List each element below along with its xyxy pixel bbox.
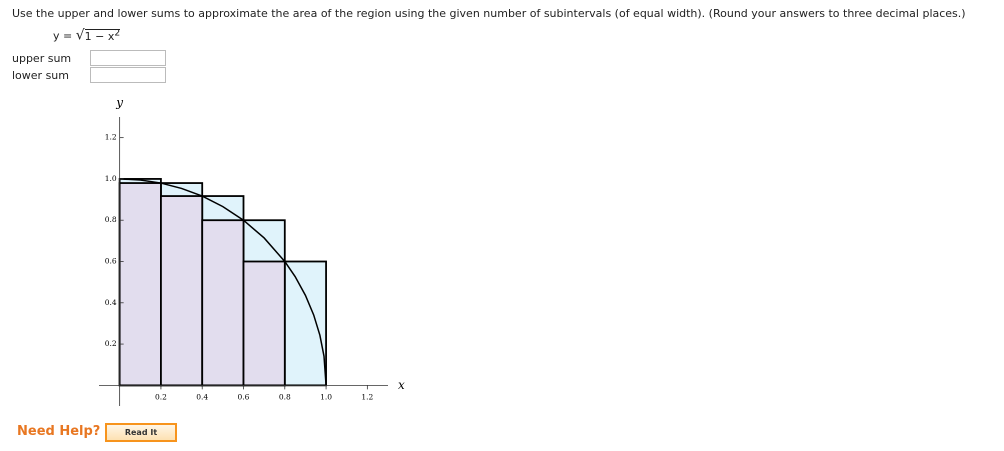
upper-label: upper sum — [12, 52, 72, 65]
equation-lhs: y = — [53, 29, 73, 43]
sum-rectangle — [201, 219, 245, 387]
instructions: Use the upper and lower sums to approxim… — [12, 7, 966, 20]
help-label: Need Help? — [17, 424, 101, 439]
sum-rectangle — [118, 182, 162, 387]
y-tick-label: 1.2 — [105, 133, 117, 142]
y-tick-label: 0.8 — [105, 215, 117, 224]
sum-rectangle — [242, 260, 286, 387]
y-axis-label: y — [115, 96, 123, 110]
x-tick-label: 1.0 — [320, 392, 332, 401]
curve — [119, 178, 327, 386]
y-tick-label: 1.0 — [105, 174, 117, 183]
y-tick-label: 0.4 — [105, 298, 117, 307]
x-tick-label: 0.4 — [196, 392, 208, 401]
lower-input[interactable] — [90, 67, 166, 83]
radicand: 1 − x — [84, 29, 115, 43]
y-tick-label: 0.6 — [105, 257, 117, 266]
sum-rectangle — [283, 260, 327, 387]
exponent: 2 — [114, 27, 121, 38]
read-it-button[interactable]: Read It — [105, 423, 177, 442]
equation-radicand: 1 − x2 — [84, 27, 121, 43]
upper-input[interactable] — [90, 50, 166, 66]
x-tick-label: 1.2 — [361, 392, 373, 401]
x-axis-label: x — [398, 378, 405, 392]
lower-label: lower sum — [12, 69, 69, 82]
x-tick-label: 0.2 — [155, 392, 167, 401]
x-tick-label: 0.6 — [238, 392, 250, 401]
x-tick-label: 0.8 — [279, 392, 291, 401]
sum-rectangle — [160, 195, 204, 387]
equation: y = √1 − x2 — [53, 27, 121, 44]
y-tick-label: 0.2 — [105, 339, 117, 348]
